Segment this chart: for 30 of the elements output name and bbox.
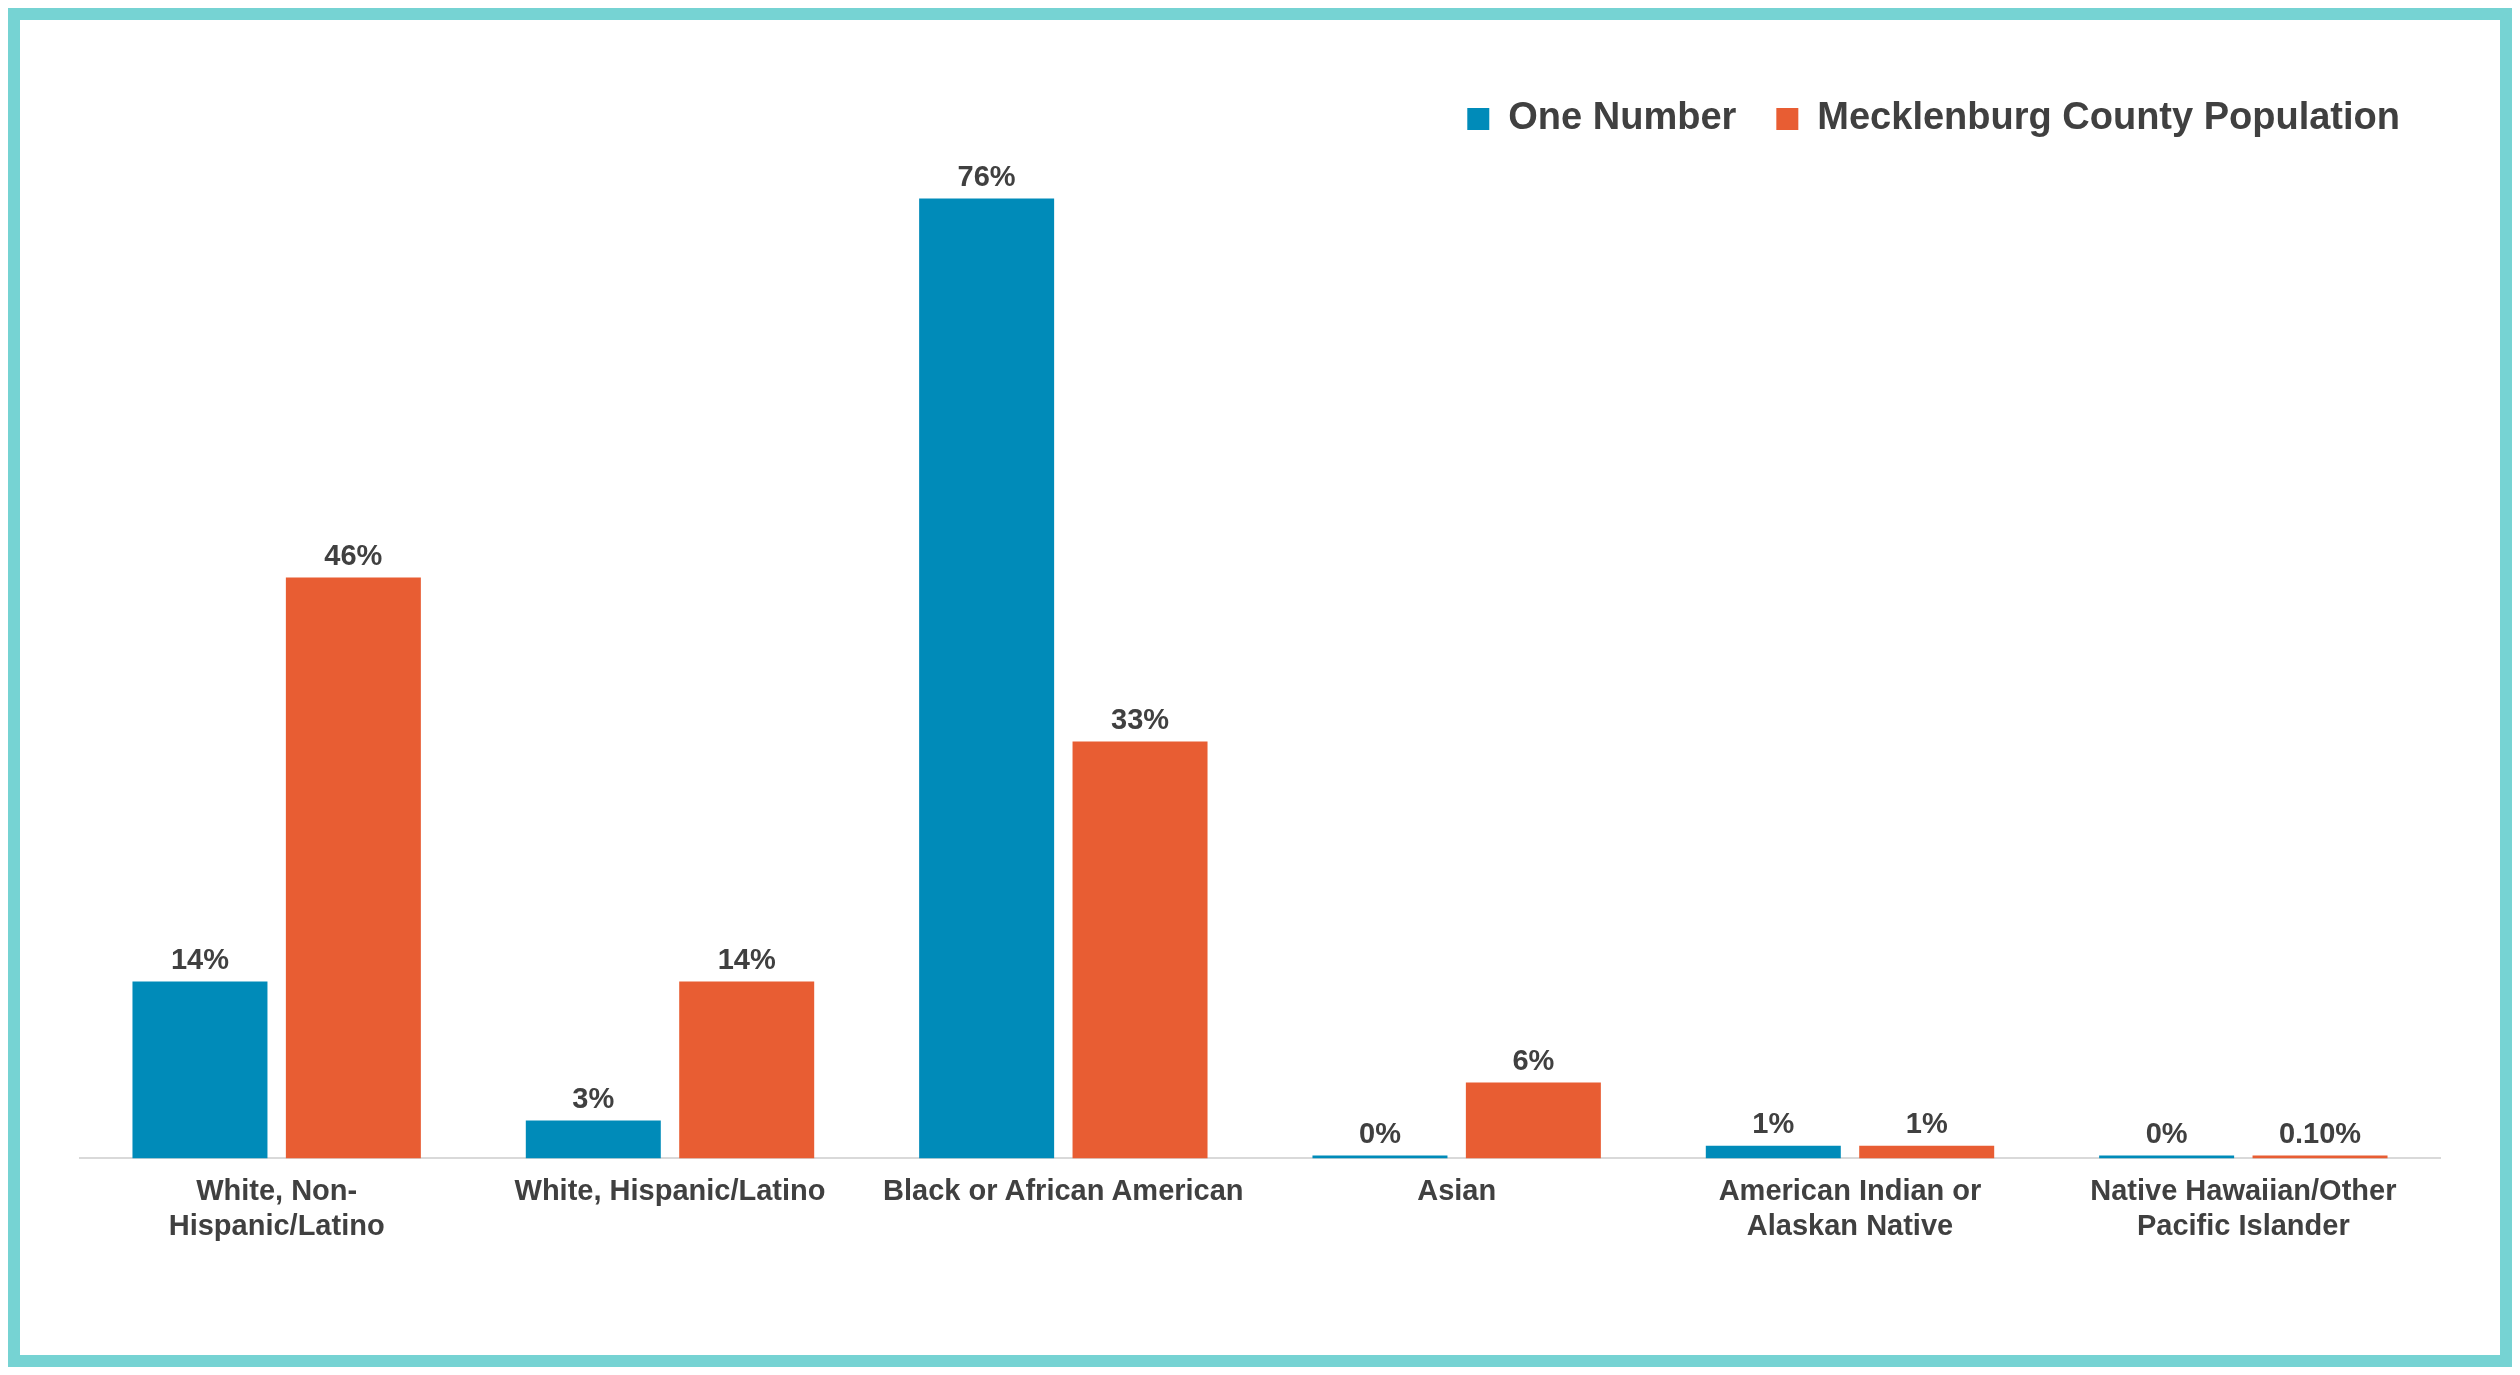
x-tick-label: American Indian or Alaskan Native (1718, 1173, 1982, 1241)
bar (525, 1120, 661, 1159)
bar (132, 981, 268, 1159)
bar (2252, 1155, 2388, 1159)
legend-label: One Number (1508, 95, 1737, 138)
bar (285, 577, 421, 1159)
data-label: 33% (1111, 703, 1170, 736)
data-label: 46% (324, 538, 383, 571)
bar (1859, 1145, 1995, 1159)
data-label: 76% (957, 160, 1016, 193)
data-label: 3% (572, 1082, 615, 1115)
data-label: 1% (1752, 1107, 1795, 1140)
data-label: 0% (2145, 1116, 2188, 1149)
bar (1072, 741, 1208, 1159)
data-label: 14% (717, 943, 776, 976)
legend-label: Mecklenburg County Population (1817, 95, 2401, 138)
x-tick-label: Black or African American (883, 1173, 1244, 1206)
x-tick-label: White, Hispanic/Latino (514, 1173, 826, 1206)
data-label: 1% (1905, 1107, 1948, 1140)
x-tick-label: Asian (1417, 1173, 1497, 1206)
data-label: 0% (1359, 1116, 1402, 1149)
bar (679, 981, 815, 1159)
x-tick-label: White, Non-Hispanic/Latino (168, 1173, 385, 1241)
data-label: 14% (170, 943, 230, 976)
bar (1705, 1145, 1841, 1159)
bar (919, 198, 1055, 1159)
bar (1465, 1082, 1601, 1159)
x-tick-label: Native Hawaiian/Other Pacific Islander (2090, 1173, 2397, 1241)
data-label: 0.10% (2278, 1116, 2362, 1149)
data-label: 6% (1512, 1044, 1555, 1077)
